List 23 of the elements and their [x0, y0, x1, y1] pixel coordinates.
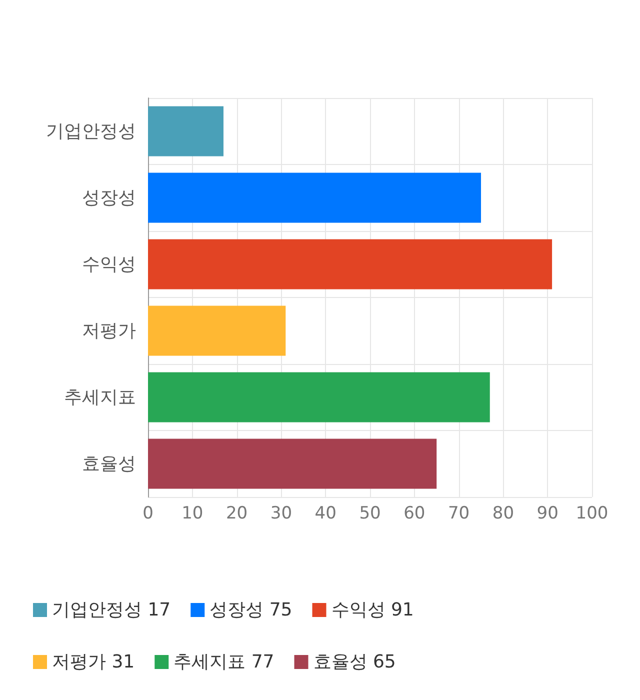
legend-label: 성장성 75: [210, 600, 292, 620]
x-tick-label: 0: [142, 504, 154, 524]
x-tick-label: 70: [448, 504, 470, 524]
x-tick-label: 20: [226, 504, 248, 524]
legend-label: 수익성 91: [331, 600, 414, 620]
x-tick-label: 80: [492, 504, 514, 524]
legend-label: 효율성 65: [313, 652, 396, 672]
x-tick-label: 40: [314, 504, 336, 524]
y-tick-label: 성장성: [82, 187, 136, 208]
y-tick-label: 수익성: [82, 254, 136, 275]
y-tick-label: 추세지표: [64, 386, 136, 408]
x-tick-label: 100: [576, 504, 608, 524]
y-tick-label: 효율성: [82, 453, 136, 474]
x-tick-label: 50: [359, 504, 381, 524]
legend-label: 저평가 31: [52, 652, 135, 672]
y-tick-label: 저평가: [82, 320, 136, 342]
x-tick-label: 60: [404, 504, 426, 524]
legend-label: 추세지표 77: [174, 652, 274, 672]
x-tick-label: 10: [182, 504, 204, 524]
legend-label: 기업안정성 17: [52, 600, 171, 620]
y-tick-label: 기업안정성: [46, 120, 136, 142]
x-tick-label: 30: [270, 504, 292, 524]
x-tick-label: 90: [536, 504, 558, 524]
